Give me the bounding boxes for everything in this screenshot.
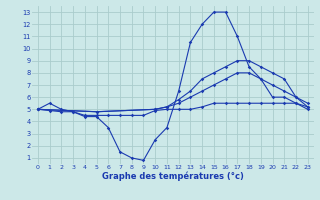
X-axis label: Graphe des températures (°c): Graphe des températures (°c) [102, 172, 244, 181]
